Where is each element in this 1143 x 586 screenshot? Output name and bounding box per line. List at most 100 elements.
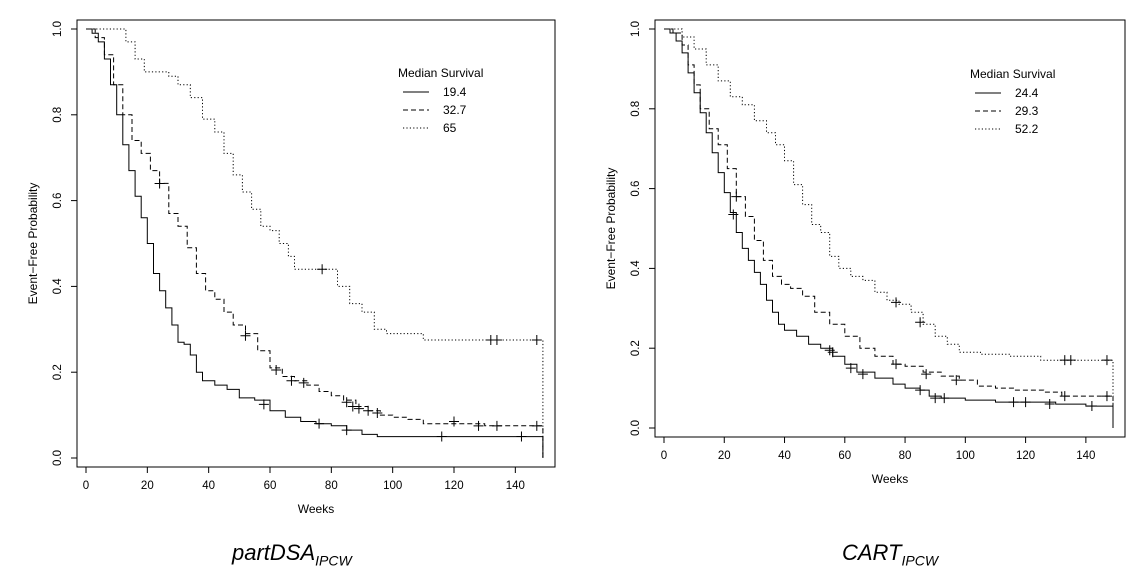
right-censor-mark (824, 345, 835, 356)
left-legend-title: Median Survival (398, 66, 483, 80)
left-censor-mark (353, 403, 364, 414)
right-censor-mark (857, 369, 868, 380)
left-series-19-4 (86, 28, 544, 458)
left-censor-mark (473, 420, 484, 431)
right-legend-label: 24.4 (1015, 86, 1039, 100)
right-censor-mark (1008, 397, 1019, 408)
right-x-tick-label: 40 (778, 450, 791, 462)
left-x-tick-label: 100 (383, 480, 402, 492)
left-censor-mark (516, 431, 527, 442)
left-censor-mark (531, 420, 542, 431)
right-x-tick-label: 60 (838, 450, 851, 462)
left-censor-mark (154, 178, 165, 189)
left-censor-mark (436, 431, 447, 442)
left-censor-mark (341, 425, 352, 436)
left-censor-mark (363, 405, 374, 416)
left-x-tick-label: 40 (202, 480, 215, 492)
right-legend: Median Survival 24.4 29.3 52.2 (970, 67, 1055, 136)
left-y-tick-label: 0.6 (52, 193, 64, 209)
right-series-24-4 (664, 28, 1114, 428)
right-censor-mark (930, 393, 941, 404)
right-censor-mark (939, 393, 950, 404)
right-censor-mark (915, 385, 926, 396)
left-censor-mark (258, 399, 269, 410)
right-censor-mark (1044, 399, 1055, 410)
left-legend-label: 65 (443, 121, 457, 135)
left-x-tick-label: 60 (264, 480, 277, 492)
left-censor-mark (298, 377, 309, 388)
right-x-tick-label: 80 (899, 450, 912, 462)
right-plot-frame (654, 19, 1126, 438)
left-chart-caption-sub: IPCW (315, 552, 352, 569)
left-survival-curve (86, 28, 544, 458)
left-censor-mark (271, 365, 282, 376)
left-censor-mark (286, 375, 297, 386)
left-chart: 0 20 40 60 80 100 120 140 0.0 0.2 0.4 0.6 0.8 1.0 Week… (26, 19, 556, 516)
right-censor-mark (1020, 397, 1031, 408)
left-chart-caption-main: partDSA (232, 540, 316, 565)
left-y-tick-label: 0.4 (52, 278, 64, 295)
right-censor-mark (731, 191, 742, 202)
left-x-axis-title: Weeks (298, 502, 334, 516)
right-y-tick-label: 0.4 (630, 260, 642, 277)
left-y-tick-label: 0.2 (52, 364, 64, 380)
left-censor-mark (531, 335, 542, 346)
right-censor-mark (1086, 401, 1097, 412)
right-y-tick-label: 1.0 (630, 21, 642, 37)
left-y-tick-label: 0.8 (52, 107, 64, 123)
right-y-tick-label: 0.6 (630, 181, 642, 197)
right-chart-caption: CARTIPCW (842, 540, 938, 568)
right-censor-mark (1065, 355, 1076, 366)
left-legend-label: 19.4 (443, 85, 467, 99)
right-legend-label: 52.2 (1015, 122, 1039, 136)
right-y-tick-label: 0.8 (630, 101, 642, 117)
right-survival-curve (664, 28, 1114, 428)
left-series-65 (86, 28, 544, 458)
left-plot-frame (76, 19, 556, 468)
left-x-tick-label: 120 (444, 480, 463, 492)
left-y-tick-label: 0.0 (52, 450, 64, 466)
left-censor-mark (240, 330, 251, 341)
right-legend-title: Median Survival (970, 67, 1055, 81)
left-censor-mark (449, 416, 459, 427)
right-censor-mark (1059, 391, 1070, 402)
right-chart-caption-main: CART (842, 540, 902, 565)
left-y-axis-title: Event−Free Probability (26, 183, 40, 305)
left-series-32-7 (86, 28, 544, 458)
left-censor-mark (317, 264, 328, 275)
right-chart: 0 20 40 60 80 100 120 140 0.0 0.2 0.4 0.6 0.8 1.0 Week… (604, 19, 1126, 486)
left-legend: Median Survival 19.4 32.7 65 (398, 66, 483, 135)
right-x-tick-label: 120 (1016, 450, 1035, 462)
right-x-tick-label: 20 (718, 450, 731, 462)
left-y-tick-label: 1.0 (52, 21, 64, 37)
left-censor-mark (314, 418, 325, 429)
right-censor-mark (891, 359, 902, 370)
right-censor-mark (921, 369, 932, 380)
left-censor-mark (347, 401, 358, 412)
left-x-tick-label: 0 (83, 480, 89, 492)
left-survival-curve (86, 28, 544, 458)
right-x-tick-label: 100 (956, 450, 975, 462)
right-y-axis-title: Event−Free Probability (604, 168, 618, 290)
left-legend-label: 32.7 (443, 103, 467, 117)
left-censor-mark (491, 420, 502, 431)
left-x-tick-label: 20 (141, 480, 154, 492)
right-censor-mark (951, 375, 962, 386)
right-series-29-3 (664, 28, 1114, 428)
right-series-52-2 (664, 28, 1114, 428)
right-x-axis-title: Weeks (872, 472, 908, 486)
left-censor-mark (491, 335, 502, 346)
left-censor-mark (372, 407, 383, 418)
right-x-tick-label: 0 (661, 450, 667, 462)
left-x-tick-label: 80 (325, 480, 338, 492)
left-censor-mark (341, 397, 352, 408)
left-chart-caption: partDSAIPCW (232, 540, 352, 568)
left-x-tick-label: 140 (506, 480, 525, 492)
right-censor-mark (915, 317, 926, 328)
right-censor-mark (1101, 355, 1112, 366)
right-censor-mark (728, 209, 739, 220)
right-chart-caption-sub: IPCW (901, 552, 939, 569)
left-survival-curve (86, 28, 544, 458)
right-survival-curve (664, 28, 1114, 428)
right-censor-mark (845, 363, 856, 374)
